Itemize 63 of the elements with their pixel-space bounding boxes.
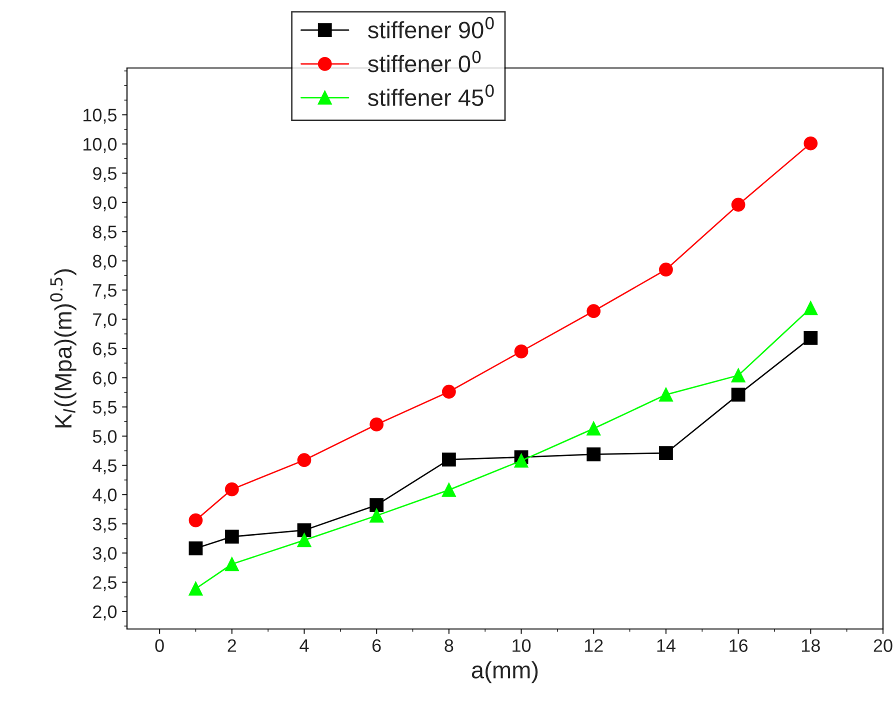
point [442, 384, 456, 399]
point [514, 344, 528, 358]
point [224, 557, 239, 572]
point [659, 262, 673, 277]
point [188, 582, 203, 596]
y-tick-label: 3,5 [92, 518, 117, 533]
point [188, 541, 203, 556]
x-tick-label: 14 [657, 639, 676, 652]
point [370, 508, 384, 523]
point [586, 422, 601, 436]
x-tick-label: 10 [512, 639, 531, 652]
x-tick-label: 20 [874, 639, 892, 652]
point [659, 388, 673, 402]
point [224, 530, 239, 544]
y-tick-label: 8,0 [92, 254, 117, 270]
point [442, 452, 456, 466]
point [586, 304, 601, 318]
point [731, 368, 746, 382]
y-tick-label: 2,5 [93, 576, 117, 592]
point [659, 446, 673, 460]
x-tick-label: 8 [444, 639, 454, 652]
y-axis-title: K$_{I}$((Mpa)(m)$^{0.5}$) [50, 269, 76, 428]
y-tick-label: 9,5 [93, 167, 117, 182]
point [514, 454, 528, 468]
x-tick-label: 12 [584, 639, 603, 652]
legend-label: stiffener 0$^{0}$ [368, 50, 481, 72]
point [586, 447, 601, 462]
y-tick-label: 9,0 [93, 196, 117, 212]
y-tick-label: 6,0 [93, 372, 117, 387]
point [804, 331, 818, 345]
x-tick-label: 2 [228, 639, 236, 652]
x-tick-label: 16 [730, 639, 748, 652]
point [297, 453, 312, 468]
y-tick-label: 4,0 [92, 488, 117, 504]
y-tick-label: 5,0 [92, 430, 117, 446]
x-axis-title: a(mm) [472, 661, 538, 684]
y-tick-label: 2,0 [93, 605, 117, 620]
point [224, 482, 239, 496]
point [731, 388, 746, 402]
y-tick-label: 8,5 [92, 226, 117, 240]
x-tick-label: 0 [155, 639, 164, 652]
y-tick-label: 4,5 [92, 459, 117, 474]
point [731, 198, 746, 212]
point [442, 482, 456, 497]
y-tick-label: 10,0 [84, 138, 117, 153]
x-tick-label: 18 [802, 639, 820, 652]
point [804, 301, 818, 316]
x-tick-label: 6 [372, 639, 381, 652]
y-tick-label: 7,0 [93, 313, 117, 328]
y-tick-label: 10,5 [84, 108, 117, 124]
y-tick-label: 3,0 [92, 546, 117, 562]
point [297, 533, 312, 548]
legend-label: stiffener 45$^{0}$ [368, 84, 494, 106]
x-tick-label: 4 [300, 639, 309, 652]
point [370, 498, 384, 512]
y-tick-label: 5,5 [92, 401, 117, 416]
point [804, 136, 818, 150]
legend-label: stiffener 90$^{0}$ [368, 16, 494, 38]
y-tick-label: 7,5 [93, 284, 117, 299]
y-tick-label: 6,5 [93, 342, 117, 358]
point [188, 513, 203, 528]
point [297, 523, 312, 538]
point [370, 418, 384, 432]
